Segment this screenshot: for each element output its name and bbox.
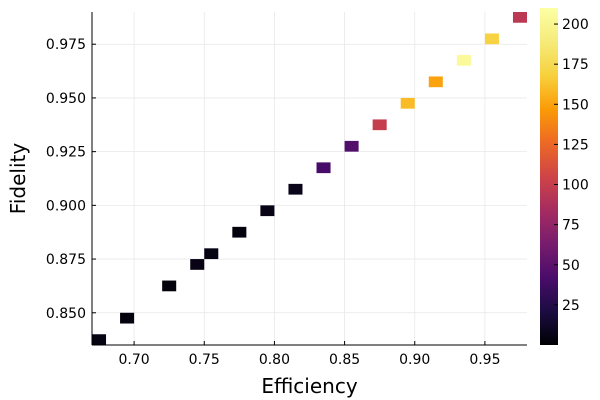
heatmap-cell [316, 162, 331, 174]
y-tick-label: 0.875 [46, 252, 86, 268]
y-tick-label: 0.900 [46, 198, 86, 214]
colorbar-tick-label: 25 [562, 298, 580, 314]
heatmap-cell [372, 119, 387, 131]
colorbar-tick-label: 50 [562, 258, 580, 274]
x-tick-label: 0.95 [469, 352, 500, 368]
heatmap-cell [400, 97, 415, 109]
tick-labels: 0.70 0.75 0.80 0.85 0.90 0.95 0.850 0.875 0.900 0… [46, 37, 501, 368]
heatmap-cell [428, 76, 443, 88]
heatmap-cell [92, 334, 107, 345]
colorbar-gradient [540, 8, 558, 345]
colorbar-tick-label: 125 [562, 137, 589, 153]
y-tick-label: 0.925 [46, 145, 86, 161]
heatmap-cell [120, 312, 135, 324]
plot-axes [91, 12, 527, 346]
colorbar-tick-label: 150 [562, 97, 589, 113]
y-tick-label: 0.950 [46, 91, 86, 107]
heatmap-cell [484, 33, 499, 45]
x-tick-label: 0.90 [399, 352, 430, 368]
x-axis-label: Efficiency [261, 374, 358, 398]
heatmap-cell [260, 205, 275, 217]
heatmap-cell [204, 248, 219, 260]
x-tick-label: 0.85 [329, 352, 360, 368]
heatmap-cell [512, 12, 527, 23]
colorbar-tick-label: 75 [562, 218, 580, 234]
heatmap-cell [162, 280, 177, 292]
heatmap-cells [92, 12, 527, 345]
colorbar: 25 50 75 100 125 150 175 200 [540, 8, 589, 345]
colorbar-tick-label: 200 [562, 17, 589, 33]
heatmap-cell [288, 183, 303, 195]
heatmap-cell [190, 259, 205, 270]
heatmap-cell [456, 54, 471, 66]
x-tick-label: 0.70 [119, 352, 150, 368]
grid-lines [92, 12, 527, 345]
x-tick-label: 0.80 [259, 352, 290, 368]
heatmap-cell [344, 140, 359, 152]
y-tick-label: 0.850 [46, 306, 86, 322]
y-axis-label: Fidelity [6, 143, 30, 215]
x-tick-label: 0.75 [189, 352, 220, 368]
colorbar-tick-label: 100 [562, 178, 589, 194]
y-tick-label: 0.975 [46, 37, 86, 53]
colorbar-tick-label: 175 [562, 57, 589, 73]
heatmap-cell [232, 226, 247, 238]
